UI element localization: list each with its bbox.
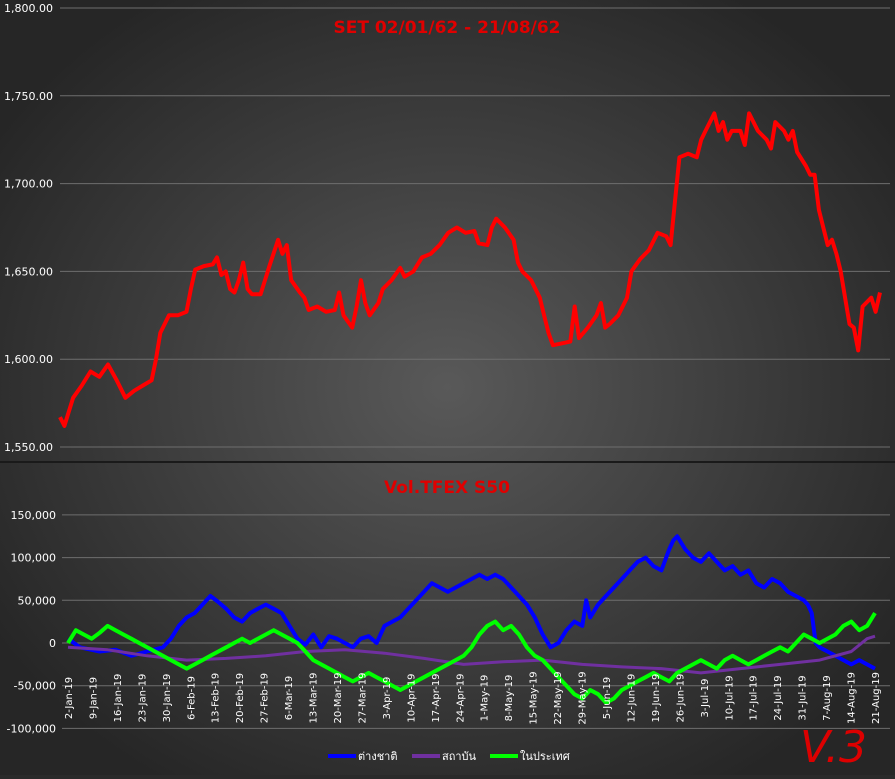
x-tick-label: 29-May-19 <box>578 671 589 724</box>
x-tick-label: 24-Apr-19 <box>455 673 466 722</box>
x-tick-label: 17-Jul-19 <box>749 675 760 720</box>
version-watermark: V.3 <box>800 722 867 773</box>
bottom-grid <box>62 514 890 729</box>
x-tick-label: 17-Apr-19 <box>431 673 442 722</box>
foreign-line <box>66 534 876 671</box>
x-tick-label: 22-May-19 <box>553 671 564 724</box>
top-y-tick-label: 1,600.00 <box>4 353 53 366</box>
top-y-tick-label: 1,750.00 <box>4 90 53 103</box>
x-tick-label: 20-Feb-19 <box>235 673 246 723</box>
bottom-y-tick-label: 150,000 <box>11 509 57 522</box>
top-y-ticks: 1,550.00 1,600.00 1,650.00 1,700.00 1,750.00… <box>4 2 53 454</box>
institution-line <box>67 634 876 675</box>
x-tick-label: 2-Jan-19 <box>64 677 75 719</box>
x-tick-label: 3-Jul-19 <box>700 679 711 718</box>
x-tick-label: 23-Jan-19 <box>137 674 148 723</box>
bottom-y-ticks: -100,000 -50,000 0 50,000 100,000 150,000 <box>7 509 56 736</box>
x-tick-label: 31-Jul-19 <box>798 675 809 720</box>
x-tick-label: 16-Jan-19 <box>113 674 124 723</box>
x-tick-label: 27-Mar-19 <box>357 673 368 724</box>
x-tick-label: 13-Feb-19 <box>211 673 222 723</box>
x-tick-label: 20-Mar-19 <box>333 673 344 724</box>
bottom-chart-title: Vol.TFEX S50 <box>384 478 510 498</box>
x-tick-label: 13-Mar-19 <box>309 673 320 724</box>
top-chart-title: SET 02/01/62 - 21/08/62 <box>333 18 560 38</box>
x-tick-label: 14-Aug-19 <box>847 672 858 724</box>
x-tick-label: 8-May-19 <box>504 675 515 722</box>
legend-label: สถาบัน <box>442 750 477 763</box>
x-tick-label: 12-Jun-19 <box>626 674 637 723</box>
bottom-y-tick-label: -100,000 <box>7 722 56 735</box>
x-tick-label: 7-Aug-19 <box>822 675 833 721</box>
bottom-y-tick-label: 0 <box>49 637 56 650</box>
x-tick-label: 10-Apr-19 <box>406 673 417 722</box>
x-tick-label: 1-May-19 <box>480 675 491 722</box>
bottom-series <box>66 534 877 705</box>
x-tick-label: 15-May-19 <box>529 671 540 724</box>
x-tick-label: 10-Jul-19 <box>724 675 735 720</box>
domestic-line <box>66 612 877 705</box>
set-index-line <box>58 111 882 428</box>
top-grid <box>60 7 890 448</box>
top-y-tick-label: 1,700.00 <box>4 178 53 191</box>
legend-label: ในประเทศ <box>520 750 570 763</box>
x-tick-label: 24-Jul-19 <box>773 675 784 720</box>
bottom-y-tick-label: 100,000 <box>11 552 57 565</box>
bottom-y-tick-label: 50,000 <box>18 594 57 607</box>
bottom-x-ticks: 2-Jan-19 9-Jan-19 16-Jan-19 23-Jan-19 30-Jan… <box>64 671 882 724</box>
legend-label: ต่างชาติ <box>358 750 397 763</box>
x-tick-label: 21-Aug-19 <box>871 672 882 724</box>
x-tick-label: 6-Mar-19 <box>284 676 295 721</box>
top-series <box>58 111 882 428</box>
x-tick-label: 5-Jun-19 <box>602 677 613 720</box>
top-y-tick-label: 1,800.00 <box>4 2 53 15</box>
x-tick-label: 19-Jun-19 <box>651 674 662 723</box>
x-tick-label: 9-Jan-19 <box>88 677 99 719</box>
x-tick-label: 27-Feb-19 <box>260 673 271 723</box>
bottom-y-tick-label: -50,000 <box>14 680 56 693</box>
top-y-tick-label: 1,650.00 <box>4 265 53 278</box>
x-tick-label: 3-Apr-19 <box>382 677 393 720</box>
top-y-tick-label: 1,550.00 <box>4 441 53 454</box>
x-tick-label: 30-Jan-19 <box>162 674 173 723</box>
x-tick-label: 26-Jun-19 <box>675 674 686 723</box>
legend: ต่างชาติ สถาบัน ในประเทศ <box>328 750 570 763</box>
x-tick-label: 6-Feb-19 <box>186 676 197 720</box>
